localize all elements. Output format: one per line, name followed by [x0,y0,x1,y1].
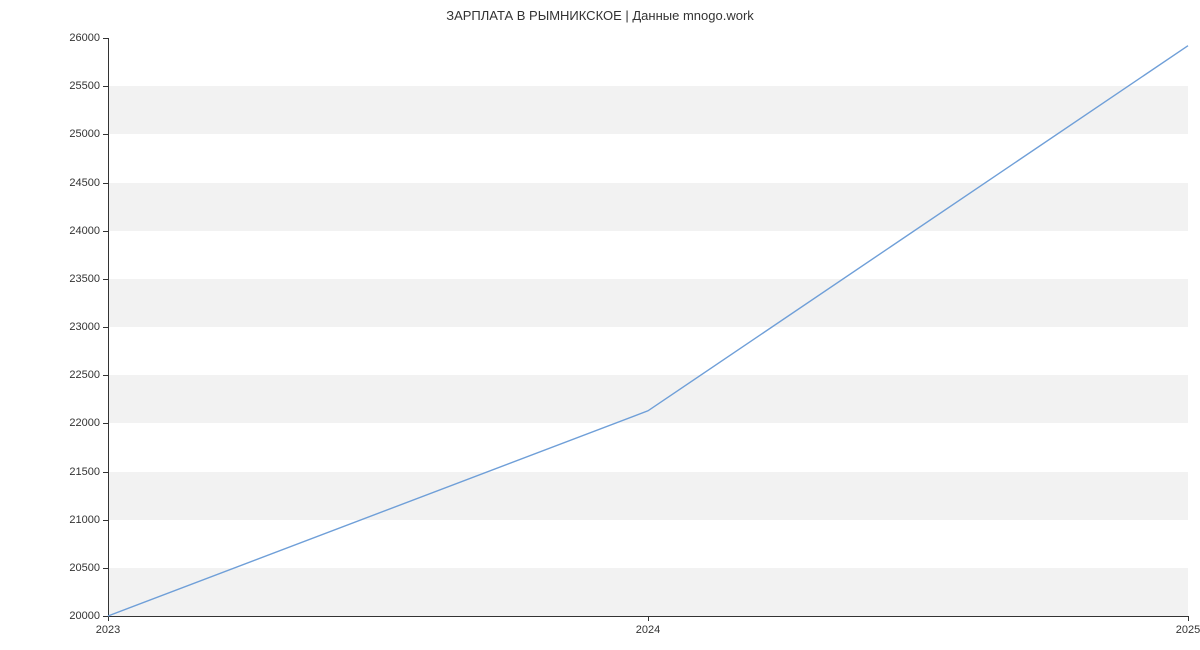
y-tick-label: 24500 [58,177,100,189]
x-tick-label: 2024 [636,624,660,636]
y-tick-label: 22000 [58,417,100,429]
x-tick-label: 2025 [1176,624,1200,636]
y-tick-label: 24000 [58,225,100,237]
y-tick-label: 20000 [58,610,100,622]
y-tick-label: 20500 [58,562,100,574]
y-tick-label: 22500 [58,369,100,381]
y-tick-label: 25500 [58,80,100,92]
y-tick-label: 26000 [58,32,100,44]
y-tick-label: 25000 [58,128,100,140]
y-tick-label: 23000 [58,321,100,333]
chart-title: ЗАРПЛАТА В РЫМНИКСКОЕ | Данные mnogo.wor… [0,8,1200,23]
y-tick-label: 21500 [58,466,100,478]
y-tick-label: 21000 [58,514,100,526]
x-axis-line [108,616,1188,617]
salary-line-chart: ЗАРПЛАТА В РЫМНИКСКОЕ | Данные mnogo.wor… [0,0,1200,650]
y-tick-label: 23500 [58,273,100,285]
plot-area: 2000020500210002150022000225002300023500… [108,38,1188,616]
x-tick-label: 2023 [96,624,120,636]
series-line [108,38,1188,616]
x-tick-mark [1188,616,1189,621]
